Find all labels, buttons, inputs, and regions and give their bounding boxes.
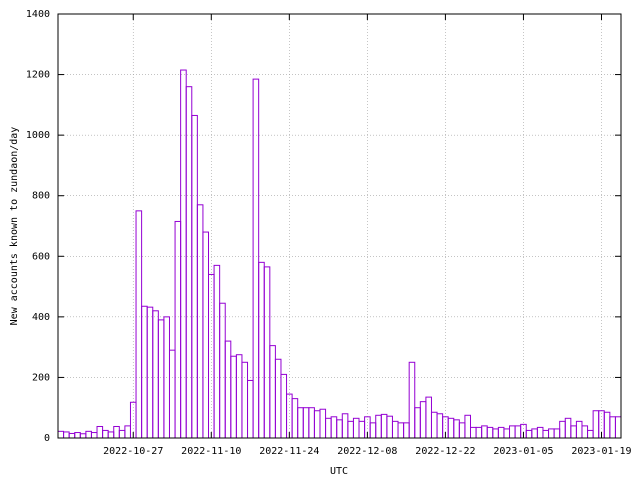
- y-tick-label: 1000: [26, 130, 50, 141]
- x-tick-label: 2023-01-19: [571, 446, 631, 457]
- y-tick-label: 600: [32, 251, 50, 262]
- y-tick-label: 800: [32, 191, 50, 202]
- x-tick-label: 2023-01-05: [493, 446, 553, 457]
- y-tick-label: 1200: [26, 70, 50, 81]
- x-tick-label: 2022-11-10: [181, 446, 241, 457]
- x-tick-label: 2022-11-24: [259, 446, 319, 457]
- x-tick-label: 2022-12-08: [337, 446, 397, 457]
- x-tick-label: 2022-12-22: [415, 446, 475, 457]
- y-tick-label: 0: [44, 433, 50, 444]
- y-tick-label: 400: [32, 312, 50, 323]
- y-axis-label: New accounts known to zundaon/day: [9, 127, 20, 326]
- plot-frame: [57, 13, 622, 439]
- x-tick-label: 2022-10-27: [103, 446, 163, 457]
- y-tick-label: 200: [32, 372, 50, 383]
- y-tick-label: 1400: [26, 9, 50, 20]
- x-axis-label: UTC: [330, 466, 348, 477]
